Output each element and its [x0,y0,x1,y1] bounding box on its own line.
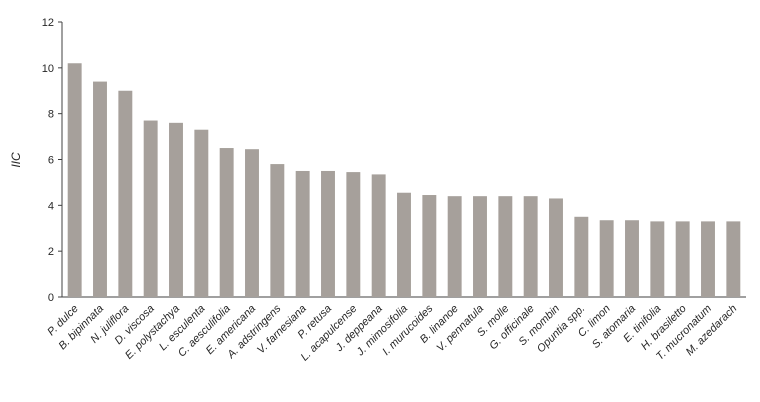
bar-4 [169,122,183,297]
y-tick-label: 10 [42,63,54,75]
bar-24 [675,221,690,298]
bar-0 [67,63,82,297]
y-tick-label: 6 [48,155,54,167]
bar-10 [321,170,335,297]
y-axis-title: IIC [9,152,23,168]
bar-13 [397,192,411,297]
y-tick-label: 12 [42,17,54,29]
bar-11 [346,172,361,297]
bar-1 [93,81,107,297]
y-tick-label: 8 [48,109,54,121]
bar-7 [245,149,259,297]
bar-25 [701,221,715,298]
bar-15 [447,196,462,297]
bar-20 [574,216,589,297]
bar-22 [625,220,639,297]
bar-26 [726,221,741,298]
y-tick-label: 2 [48,246,54,258]
bar-23 [650,221,665,298]
bar-16 [473,196,487,297]
y-tick-label: 0 [48,292,54,304]
bar-9 [295,170,310,297]
bar-3 [143,120,158,297]
bar-19 [549,198,563,297]
bar-14 [422,195,437,297]
bar-21 [599,220,614,297]
bar-18 [523,196,538,297]
bar-2 [118,90,133,297]
bar-5 [194,129,209,297]
bar-6 [219,148,234,297]
bar-17 [498,196,513,297]
y-tick-label: 4 [48,200,54,212]
bar-8 [270,164,285,297]
bar-12 [371,174,386,297]
